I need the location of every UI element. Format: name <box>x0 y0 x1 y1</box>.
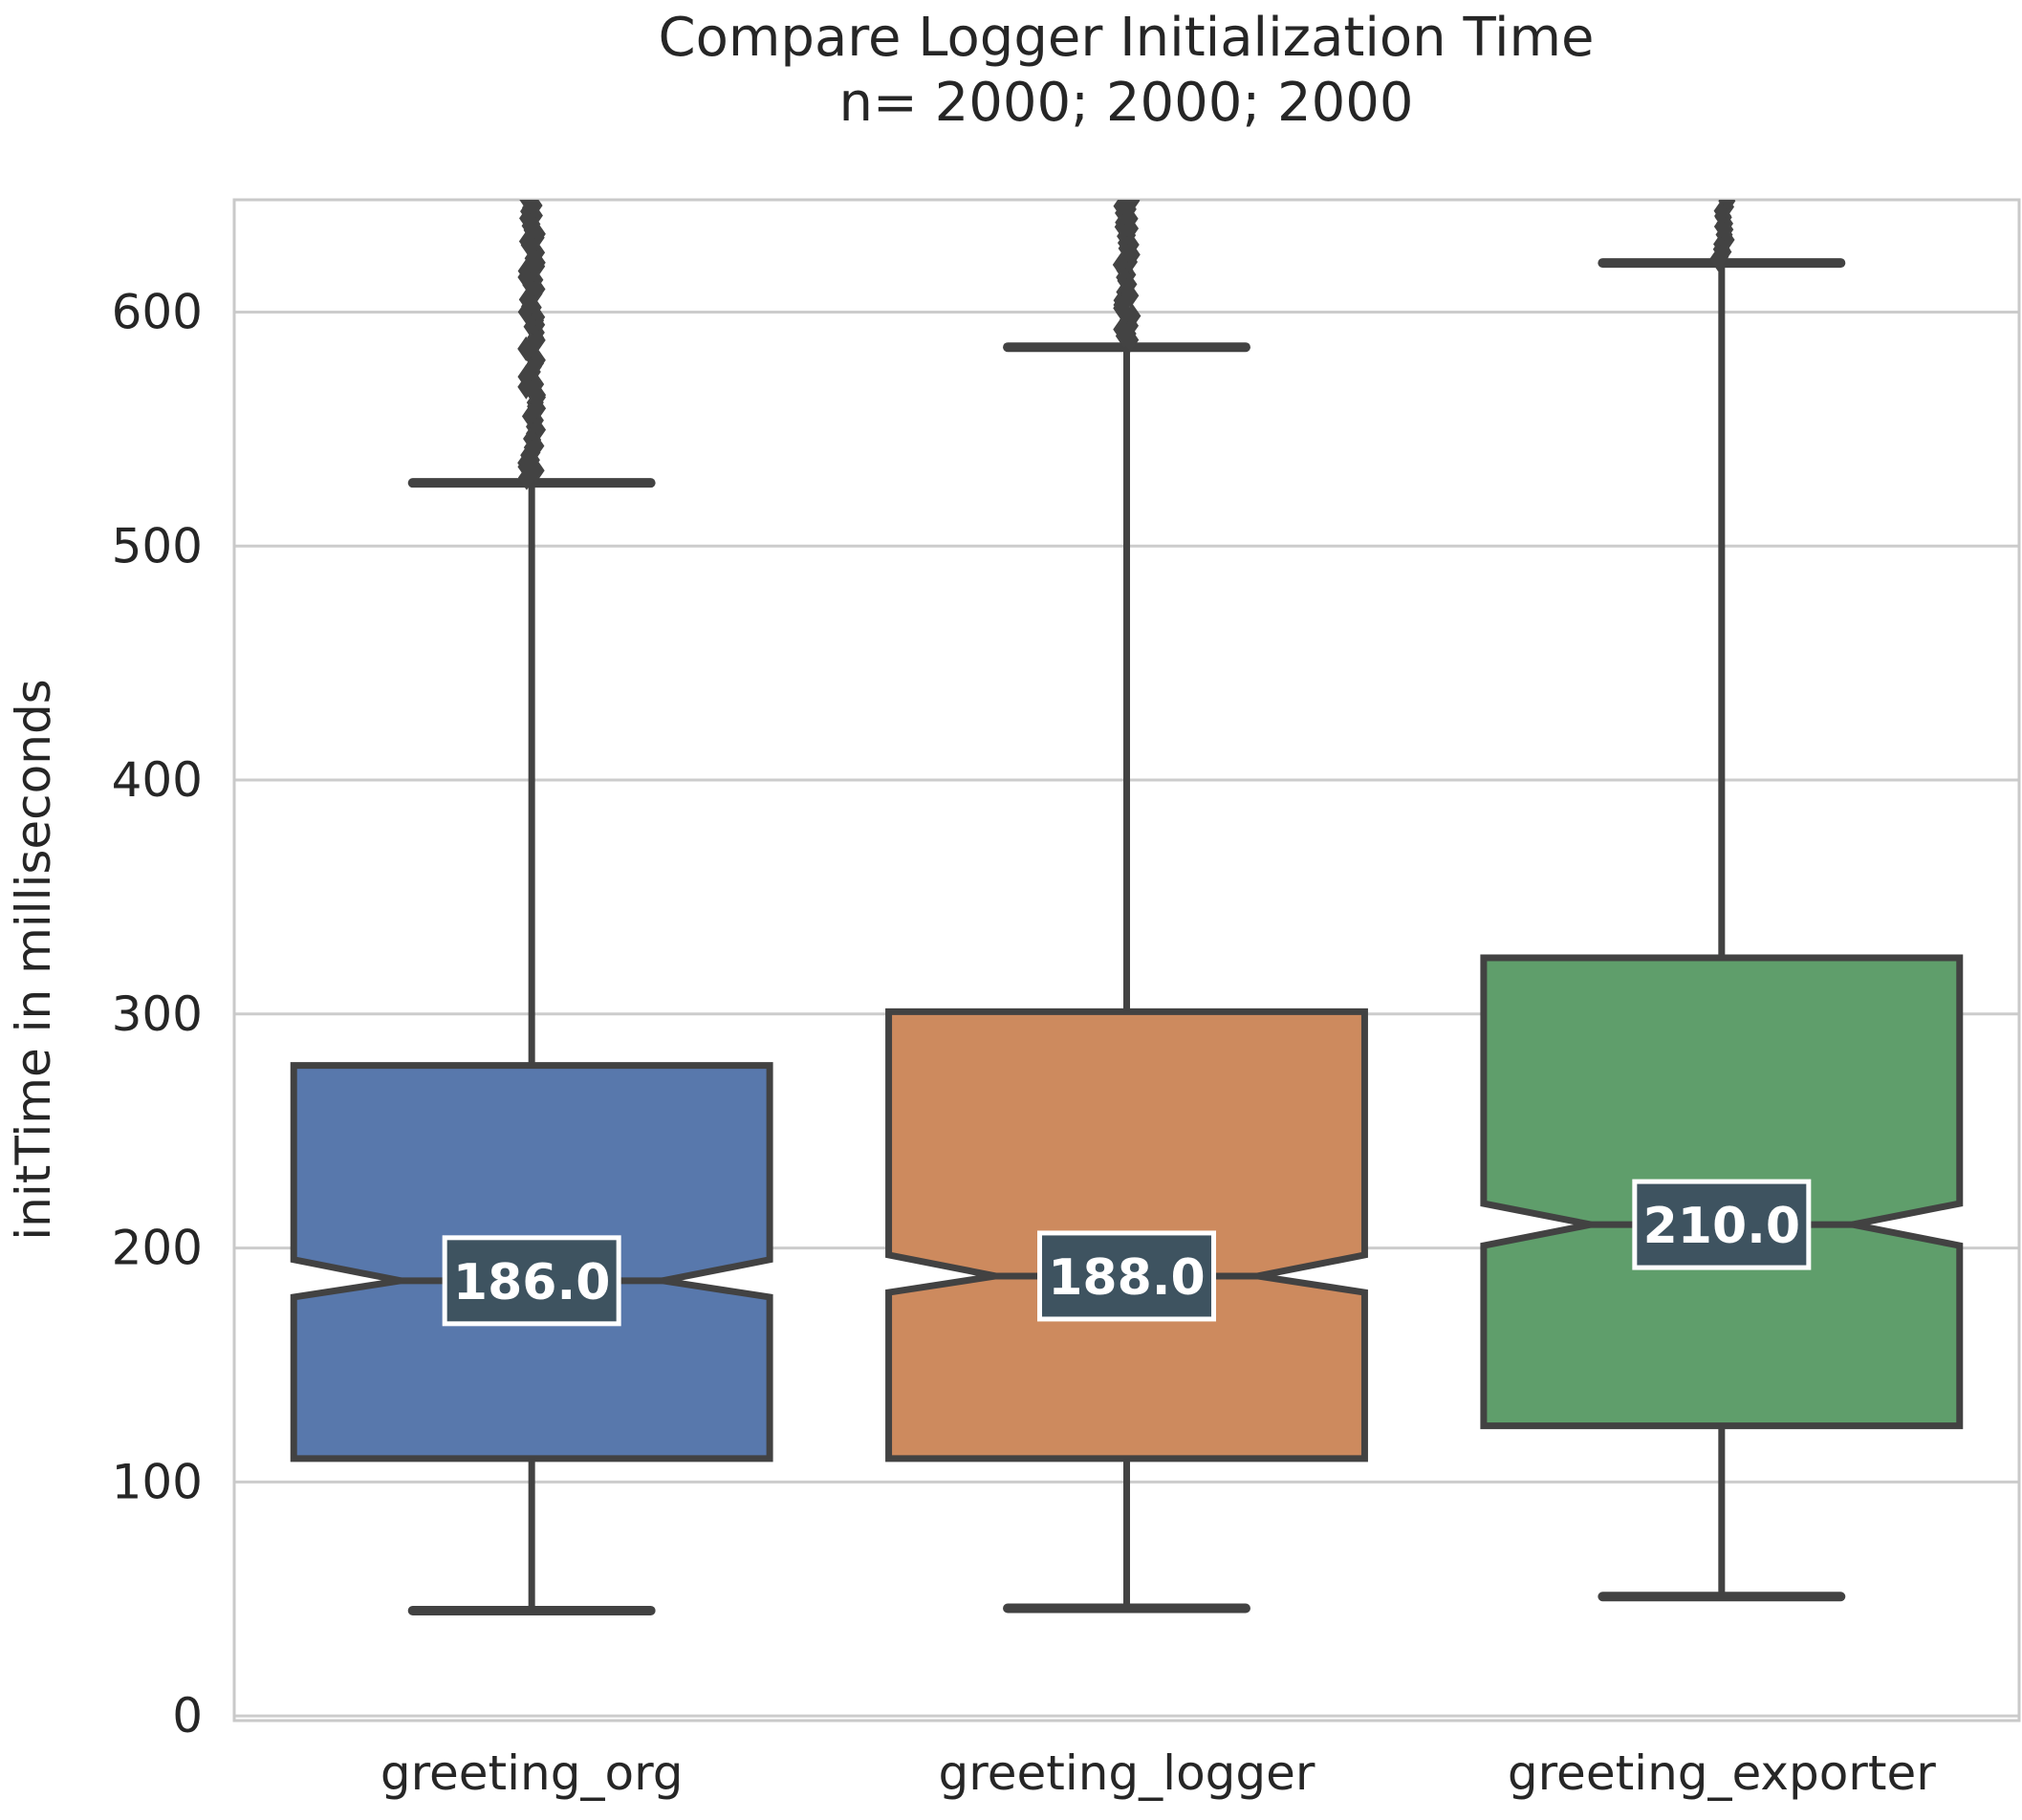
box-group-greeting_org: 186.0 <box>290 200 773 1615</box>
outliers-greeting_org <box>517 200 547 490</box>
y-tick-label-500: 500 <box>112 518 203 574</box>
y-tick-label-200: 200 <box>112 1221 203 1276</box>
chart-title: Compare Logger Initialization Time <box>658 7 1594 69</box>
box-group-greeting_exporter: 210.0 <box>1480 200 1964 1602</box>
x-tick-label-greeting_exporter: greeting_exporter <box>1508 1745 1936 1801</box>
median-label-box-greeting_org <box>442 1235 621 1327</box>
box-group-greeting_logger: 188.0 <box>885 200 1368 1614</box>
median-label-box-greeting_logger <box>1037 1230 1216 1322</box>
y-tick-label-400: 400 <box>112 752 203 808</box>
y-axis-label: initTime in milliseconds <box>6 679 61 1240</box>
y-tick-label-0: 0 <box>172 1688 203 1744</box>
median-label-box-greeting_exporter <box>1632 1179 1812 1270</box>
median-label-greeting_org: 186.0 <box>453 1254 610 1311</box>
plot-area: 0 100 200 300 400 500 600 186.0 greeting_org 188.… <box>112 198 2021 1801</box>
x-tick-label-greeting_logger: greeting_logger <box>939 1745 1315 1801</box>
y-tick-label-300: 300 <box>112 986 203 1042</box>
y-tick-label-600: 600 <box>112 284 203 339</box>
y-tick-label-100: 100 <box>112 1454 203 1509</box>
outlier-point <box>1709 247 1728 272</box>
outlier-point <box>517 465 535 490</box>
x-tick-label-greeting_org: greeting_org <box>380 1745 684 1801</box>
median-label-greeting_logger: 188.0 <box>1048 1249 1205 1307</box>
outliers-greeting_exporter <box>1709 200 1736 272</box>
outlier-point <box>1121 327 1140 353</box>
outlier-point <box>527 225 545 250</box>
chart-subtitle: n= 2000; 2000; 2000 <box>838 72 1413 134</box>
median-label-greeting_exporter: 210.0 <box>1643 1198 1800 1255</box>
outliers-greeting_logger <box>1112 200 1141 353</box>
